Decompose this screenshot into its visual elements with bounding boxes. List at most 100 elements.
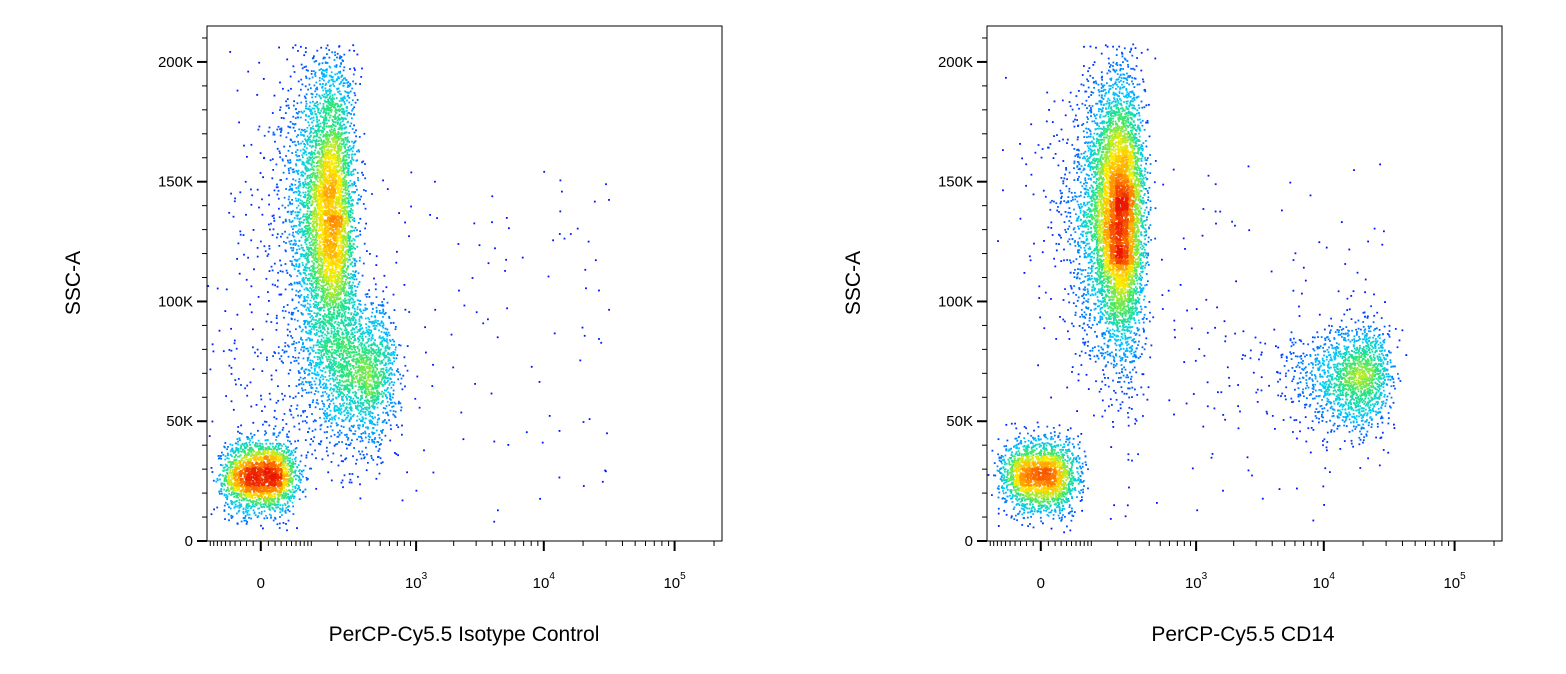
event-dot	[278, 293, 281, 296]
event-dot	[362, 338, 365, 340]
event-dot	[291, 199, 293, 201]
event-dot	[268, 392, 271, 395]
event-dot	[344, 300, 346, 302]
event-dot	[356, 150, 358, 153]
event-dot	[340, 93, 342, 96]
event-dot	[356, 396, 358, 399]
event-dot	[300, 479, 302, 481]
event-dot	[342, 315, 345, 317]
event-dot	[224, 478, 227, 480]
event-dot	[342, 419, 345, 422]
event-dot	[345, 408, 347, 410]
event-dot	[323, 346, 325, 348]
event-dot	[364, 430, 366, 433]
event-dot	[371, 431, 373, 434]
event-dot	[280, 293, 283, 296]
event-dot	[378, 350, 381, 353]
event-dot	[342, 110, 345, 113]
event-dot	[230, 493, 233, 496]
event-dot	[273, 447, 276, 450]
event-dot	[303, 323, 306, 326]
event-dot	[383, 392, 385, 395]
event-dot	[342, 164, 344, 167]
event-dot	[306, 478, 308, 481]
event-dot	[311, 166, 314, 169]
event-dot	[337, 87, 340, 90]
event-dot	[345, 149, 348, 151]
event-dot	[378, 348, 380, 351]
event-dot	[342, 138, 345, 141]
event-dot	[475, 311, 478, 314]
event-dot	[348, 256, 351, 258]
event-dot	[275, 401, 278, 404]
event-dot	[348, 101, 351, 104]
event-dot	[289, 260, 292, 262]
event-dot	[382, 407, 385, 409]
event-dot	[331, 352, 334, 355]
event-dot	[212, 350, 215, 353]
event-dot	[330, 111, 332, 113]
event-dot	[608, 199, 610, 201]
event-dot	[330, 306, 332, 309]
event-dot	[354, 191, 356, 193]
event-dot	[346, 114, 349, 117]
event-dot	[324, 318, 326, 321]
event-dot	[340, 388, 343, 391]
event-dot	[340, 352, 343, 355]
event-dot	[383, 373, 385, 376]
event-dot	[275, 369, 278, 372]
event-dot	[297, 214, 299, 217]
event-dot	[322, 89, 325, 92]
event-dot	[304, 410, 306, 412]
event-dot	[319, 386, 322, 388]
event-dot	[261, 370, 264, 372]
event-dot	[323, 127, 326, 130]
event-dot	[379, 304, 382, 307]
event-dot	[304, 131, 307, 133]
event-dot	[347, 185, 350, 187]
event-dot	[335, 360, 337, 363]
event-dot	[291, 288, 294, 291]
event-dot	[287, 463, 289, 465]
event-dot	[308, 309, 310, 311]
event-dot	[324, 346, 327, 349]
event-dot	[302, 249, 305, 251]
event-dot	[384, 434, 387, 437]
event-dot	[244, 450, 246, 453]
event-dot	[358, 427, 361, 430]
event-dot	[384, 393, 387, 396]
event-dot	[360, 395, 362, 397]
event-dot	[298, 470, 300, 473]
event-dot	[347, 216, 350, 219]
event-dot	[268, 247, 271, 250]
event-dot	[329, 316, 332, 319]
event-dot	[305, 183, 308, 186]
event-dot	[358, 450, 360, 453]
event-dot	[259, 442, 261, 445]
event-dot	[301, 346, 303, 349]
event-dot	[287, 519, 290, 522]
event-dot	[217, 455, 220, 457]
event-dot	[346, 406, 348, 409]
event-dot	[277, 352, 280, 355]
event-dot	[297, 479, 300, 482]
event-dot	[385, 421, 388, 424]
event-dot	[333, 321, 336, 324]
event-dot	[354, 349, 357, 351]
event-dot	[368, 329, 371, 332]
event-dot	[352, 298, 355, 301]
event-dot	[348, 293, 351, 296]
event-dot	[346, 82, 349, 84]
event-dot	[289, 457, 291, 460]
event-dot	[355, 395, 357, 398]
event-dot	[356, 172, 359, 174]
event-dot	[372, 349, 375, 351]
event-dot	[293, 224, 296, 227]
event-dot	[376, 392, 379, 394]
event-dot	[381, 390, 383, 393]
event-dot	[328, 79, 331, 82]
event-dot	[316, 86, 318, 89]
event-dot	[260, 510, 263, 513]
event-dot	[384, 345, 387, 348]
event-dot	[366, 293, 369, 295]
